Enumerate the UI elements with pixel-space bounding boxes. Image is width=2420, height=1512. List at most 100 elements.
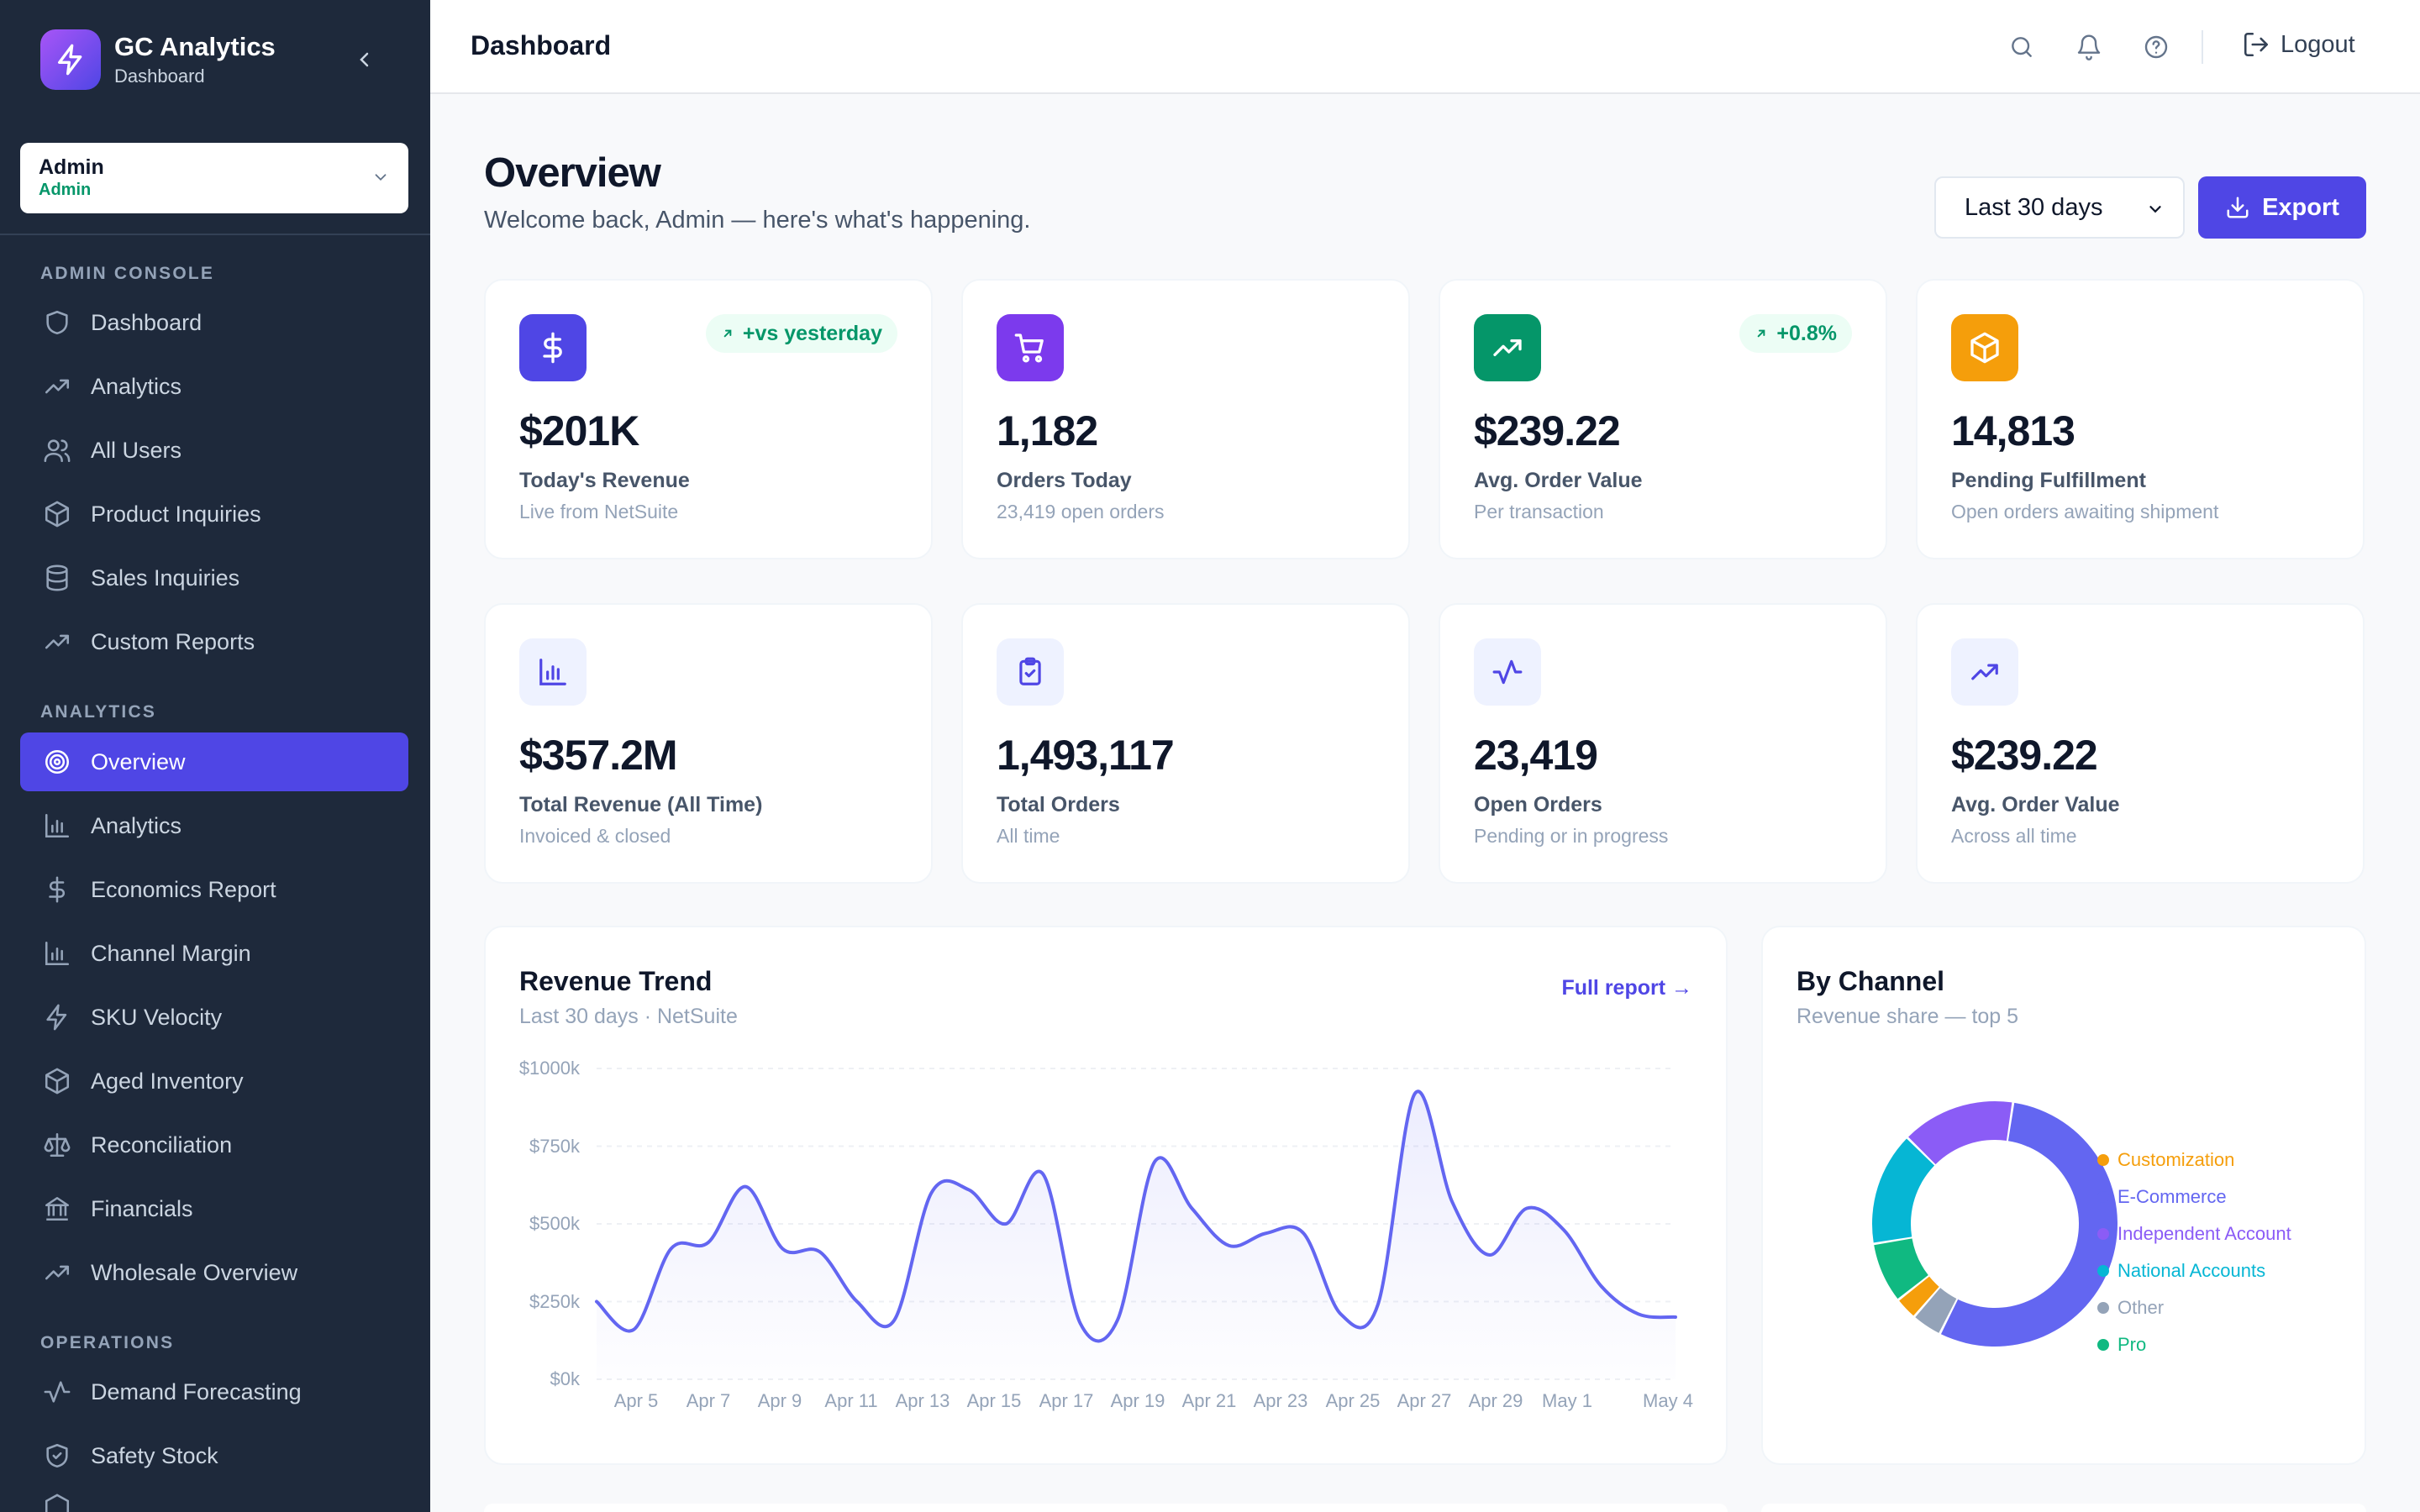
help-icon[interactable] [2139, 30, 2173, 64]
bar-chart-icon [40, 809, 74, 843]
kpi-label: Pending Fulfillment [1951, 469, 2146, 492]
sidebar-item-overview[interactable]: Overview [20, 732, 408, 791]
collapse-sidebar-button[interactable] [353, 45, 376, 74]
legend-item[interactable]: E-Commerce [2097, 1186, 2227, 1208]
sidebar-item-analytics[interactable]: Analytics [20, 357, 408, 416]
page-title: Overview [484, 150, 661, 196]
x-tick-label: Apr 23 [1253, 1390, 1308, 1411]
cart-icon [997, 314, 1064, 381]
bell-icon[interactable] [2072, 30, 2106, 64]
sidebar-item-label: Sales Inquiries [91, 564, 240, 591]
dollar-icon [40, 873, 74, 906]
sidebar-item-label: Economics Report [91, 876, 276, 902]
sidebar-item-sku-velocity[interactable]: SKU Velocity [20, 988, 408, 1047]
x-tick-label: Apr 17 [1039, 1390, 1094, 1411]
database-icon [40, 561, 74, 595]
sidebar-item-channel-margin[interactable]: Channel Margin [20, 924, 408, 983]
sidebar-item-sales-inquiries[interactable]: Sales Inquiries [20, 549, 408, 607]
sidebar-item-dashboard[interactable]: Dashboard [20, 293, 408, 352]
bar-chart-icon [519, 638, 587, 706]
sidebar-item-analytics-2[interactable]: Analytics [20, 796, 408, 855]
bar-chart-icon [40, 937, 74, 970]
kpi-card-todays-revenue[interactable]: +vs yesterday $201K Today's Revenue Live… [484, 279, 933, 559]
sidebar-item-financials[interactable]: Financials [20, 1179, 408, 1238]
brand[interactable]: GC Analytics Dashboard [40, 29, 276, 90]
legend-label: Pro [2118, 1334, 2147, 1355]
sidebar-item-wholesale-overview[interactable]: Wholesale Overview [20, 1243, 408, 1302]
trend-badge: +vs yesterday [705, 314, 897, 353]
kpi-label: Orders Today [997, 469, 1132, 492]
section-operations: OPERATIONS [40, 1333, 175, 1352]
kpi-sub: All time [997, 825, 1060, 847]
kpi-card-total-revenue[interactable]: $357.2M Total Revenue (All Time) Invoice… [484, 603, 933, 884]
kpi-card-avg-order-value-all-time[interactable]: $239.22 Avg. Order Value Across all time [1916, 603, 2365, 884]
x-tick-label: Apr 13 [895, 1390, 950, 1411]
app-subtitle: Dashboard [114, 66, 205, 87]
sidebar-item-label: All Users [91, 437, 182, 463]
sidebar-item-label: Dashboard [91, 309, 203, 335]
panel-subtitle: Revenue share — top 5 [1797, 1005, 2019, 1028]
kpi-card-open-orders[interactable]: 23,419 Open Orders Pending or in progres… [1439, 603, 1887, 884]
legend-label: National Accounts [2118, 1260, 2266, 1281]
kpi-value: $239.22 [1951, 732, 2098, 779]
full-report-link[interactable]: Full report → [1561, 976, 1692, 1000]
sidebar-item-product-inquiries[interactable]: Product Inquiries [20, 485, 408, 543]
kpi-card-pending-fulfillment[interactable]: 14,813 Pending Fulfillment Open orders a… [1916, 279, 2365, 559]
target-icon [40, 745, 74, 779]
box-icon [40, 1064, 74, 1098]
kpi-card-avg-order-value[interactable]: +0.8% $239.22 Avg. Order Value Per trans… [1439, 279, 1887, 559]
logout-button[interactable]: Logout [2242, 30, 2355, 59]
sidebar-item-demand-forecasting[interactable]: Demand Forecasting [20, 1362, 408, 1421]
activity-icon [40, 1375, 74, 1409]
sidebar-item-economics-report[interactable]: Economics Report [20, 860, 408, 919]
sidebar-item-safety-stock[interactable]: Safety Stock [20, 1426, 408, 1485]
kpi-label: Avg. Order Value [1951, 793, 2120, 816]
sidebar-item-label: SKU Velocity [91, 1004, 223, 1030]
sidebar-item-all-users[interactable]: All Users [20, 421, 408, 480]
topbar: Dashboard Logout [430, 0, 2420, 94]
x-tick-label: May 4 [1643, 1390, 1693, 1411]
legend-item[interactable]: Independent Account [2097, 1223, 2291, 1245]
bank-icon [40, 1192, 74, 1226]
chevron-left-icon [360, 52, 369, 67]
search-icon[interactable] [2005, 30, 2039, 64]
dollar-icon [519, 314, 587, 381]
x-tick-label: Apr 27 [1397, 1390, 1452, 1411]
page-subtitle: Welcome back, Admin — here's what's happ… [484, 207, 1031, 234]
logout-label: Logout [2281, 30, 2355, 58]
sidebar-item-label: Reconciliation [91, 1131, 233, 1158]
y-tick-label: $1000k [518, 1058, 580, 1079]
x-tick-label: May 1 [1542, 1390, 1592, 1411]
date-range-select[interactable]: Last 30 days [1934, 176, 2185, 239]
kpi-sub: Pending or in progress [1474, 825, 1669, 847]
sidebar-item-aged-inventory[interactable]: Aged Inventory [20, 1052, 408, 1110]
user-selector[interactable]: Admin Admin [20, 143, 408, 213]
legend-item[interactable]: Pro [2097, 1334, 2146, 1356]
kpi-sub: 23,419 open orders [997, 501, 1165, 522]
legend-item[interactable]: Other [2097, 1297, 2164, 1319]
topbar-divider [2202, 30, 2203, 64]
user-role: Admin [39, 181, 92, 199]
sidebar-item-label: Analytics [91, 812, 182, 838]
legend-item[interactable]: Customization [2097, 1149, 2234, 1171]
x-tick-label: Apr 7 [686, 1390, 731, 1411]
by-channel-panel: By Channel Revenue share — top 5 [1761, 926, 2366, 1465]
lightning-icon [40, 29, 101, 90]
legend-label: Independent Account [2118, 1223, 2291, 1244]
sidebar-item-partial[interactable] [20, 1490, 408, 1512]
legend-item[interactable]: National Accounts [2097, 1260, 2265, 1282]
sidebar-item-label: Product Inquiries [91, 501, 261, 527]
kpi-value: $357.2M [519, 732, 678, 779]
sidebar-item-label: Aged Inventory [91, 1068, 244, 1094]
kpi-label: Total Revenue (All Time) [519, 793, 763, 816]
sidebar-item-custom-reports[interactable]: Custom Reports [20, 612, 408, 671]
kpi-card-orders-today[interactable]: 1,182 Orders Today 23,419 open orders [961, 279, 1410, 559]
export-button[interactable]: Export [2198, 176, 2366, 239]
revenue-trend-panel: Revenue Trend Last 30 days · NetSuite Fu… [484, 926, 1728, 1465]
legend-swatch [2097, 1191, 2109, 1203]
kpi-card-total-orders[interactable]: 1,493,117 Total Orders All time [961, 603, 1410, 884]
sidebar-item-reconciliation[interactable]: Reconciliation [20, 1116, 408, 1174]
chevron-down-icon [375, 174, 387, 181]
sidebar-item-label: Channel Margin [91, 940, 251, 966]
kpi-sub: Open orders awaiting shipment [1951, 501, 2219, 522]
